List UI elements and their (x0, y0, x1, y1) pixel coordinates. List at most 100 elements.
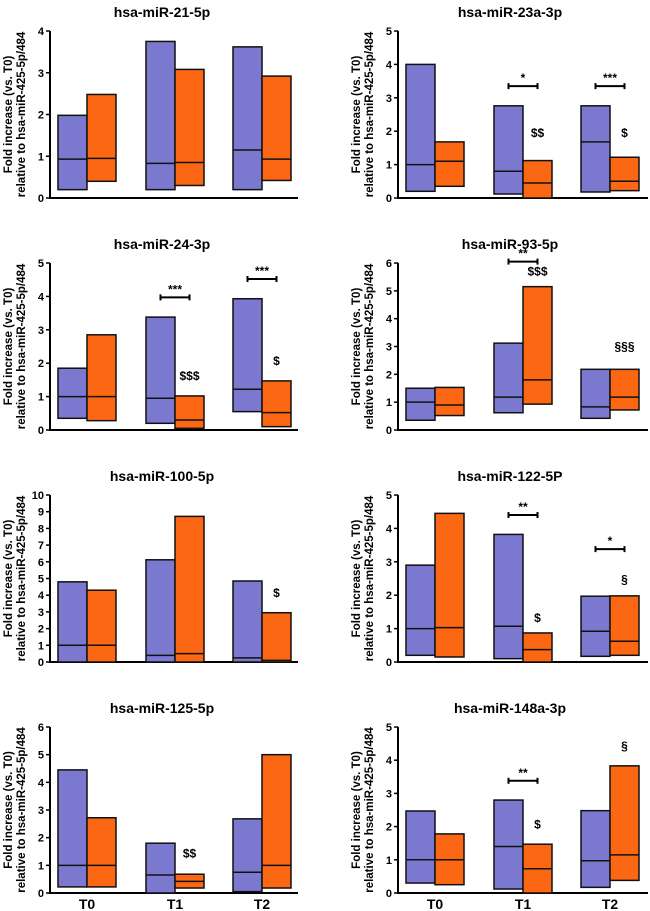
y-tick-label: 5 (38, 258, 44, 270)
y-axis-label-line1: Fold increase (vs. T0) (3, 751, 15, 869)
y-axis-label-line2: relative to hsa-miR-425-5p/484 (364, 263, 376, 429)
significance-stars: *** (603, 71, 617, 85)
box-group_a-T0 (405, 63, 436, 193)
y-tick-label: 2 (386, 369, 392, 381)
box-group_b-T2 (261, 380, 292, 428)
significance-symbol: $$$ (527, 265, 547, 279)
significance-symbol: § (621, 573, 628, 587)
x-category-label: T0 (79, 896, 96, 911)
significance-stars: ** (518, 247, 528, 261)
box-group_b-T2 (261, 611, 292, 663)
y-tick-label: 2 (38, 833, 44, 845)
y-axis-label-line1: Fold increase (vs. T0) (351, 520, 363, 638)
y-tick-label: 3 (386, 93, 392, 105)
box-group_a-T0 (405, 387, 436, 422)
y-tick-label: 1 (386, 855, 392, 867)
y-axis-label-line1: Fold increase (vs. T0) (3, 288, 15, 406)
significance-symbol: §§§ (614, 340, 634, 354)
y-tick-label: 7 (38, 540, 44, 552)
y-tick-label: 6 (386, 258, 392, 270)
box-group_a-T1 (493, 105, 524, 195)
y-tick-label: 3 (38, 805, 44, 817)
panel-title: hsa-miR-23a-3p (458, 4, 562, 20)
y-tick-label: 0 (386, 657, 392, 669)
x-category-label: T2 (602, 896, 619, 911)
box-group_b-T0 (434, 512, 465, 658)
box-group_b-T2 (261, 75, 292, 182)
y-tick-label: 2 (38, 358, 44, 370)
y-tick-label: 3 (38, 68, 44, 80)
box-group_b-T1 (522, 632, 553, 663)
box-group_a-T2 (232, 46, 263, 191)
box-group_b-T1 (522, 159, 553, 199)
significance-symbol: $$ (531, 126, 545, 140)
significance-symbol: $ (273, 354, 280, 368)
y-tick-label: 8 (38, 523, 44, 535)
x-category-label: T0 (427, 896, 444, 911)
box-group_a-T0 (57, 114, 88, 191)
y-tick-label: 4 (38, 26, 45, 38)
y-tick-label: 4 (38, 777, 45, 789)
y-axis-label-line2: relative to hsa-miR-425-5p/484 (16, 495, 28, 661)
panel-mir-93-5p: hsa-miR-93-5p Fold increase (vs. T0) rel… (351, 236, 648, 437)
y-tick-label: 2 (38, 624, 44, 636)
y-tick-label: 0 (38, 193, 44, 205)
box-group_a-T2 (580, 105, 611, 193)
y-tick-label: 5 (386, 286, 392, 298)
y-tick-label: 1 (386, 624, 392, 636)
box-group_a-T1 (145, 40, 176, 191)
y-tick-label: 6 (38, 557, 44, 569)
significance-stars: *** (168, 282, 182, 296)
box-group_a-T0 (57, 769, 88, 888)
panel-title: hsa-miR-148a-3p (454, 700, 566, 716)
y-tick-label: 0 (38, 657, 44, 669)
y-tick-label: 4 (386, 523, 393, 535)
y-tick-label: 1 (38, 640, 44, 652)
box-group_b-T0 (86, 589, 117, 663)
y-tick-label: 2 (386, 822, 392, 834)
box-group_b-T0 (86, 816, 117, 888)
box-group_b-T2 (609, 595, 640, 657)
box-group_a-T2 (232, 818, 263, 893)
significance-symbol: $ (273, 586, 280, 600)
panel-title: hsa-miR-93-5p (462, 236, 558, 252)
box-group_b-T1 (522, 285, 553, 405)
y-axis-label-line2: relative to hsa-miR-425-5p/484 (16, 31, 28, 197)
y-tick-label: 1 (38, 392, 44, 404)
box-group_b-T2 (609, 368, 640, 411)
box-group_a-T2 (580, 368, 611, 420)
y-axis-label-line2: relative to hsa-miR-425-5p/484 (364, 31, 376, 197)
significance-symbol: § (621, 739, 628, 753)
y-tick-label: 3 (38, 325, 44, 337)
box-group_a-T2 (232, 297, 263, 413)
box-group_b-T1 (174, 395, 205, 430)
significance-stars: *** (255, 264, 269, 278)
panel-mir-23a-3p: hsa-miR-23a-3p Fold increase (vs. T0) re… (351, 4, 648, 205)
box-group_b-T0 (86, 93, 117, 183)
box-group_b-T0 (434, 141, 465, 188)
y-axis-label-line2: relative to hsa-miR-425-5p/484 (364, 495, 376, 661)
box-group_a-T1 (145, 559, 176, 663)
significance-stars: * (521, 71, 526, 85)
y-tick-label: 4 (386, 59, 393, 71)
y-axis-label-line1: Fold increase (vs. T0) (3, 520, 15, 638)
y-tick-label: 3 (38, 607, 44, 619)
panel-mir-24-3p: hsa-miR-24-3p Fold increase (vs. T0) rel… (3, 236, 298, 437)
y-tick-label: 4 (386, 755, 393, 767)
y-tick-label: 2 (386, 126, 392, 138)
box-group_b-T1 (174, 68, 205, 187)
y-tick-label: 5 (386, 722, 392, 734)
significance-symbol: $$ (183, 847, 197, 861)
y-tick-label: 1 (38, 860, 44, 872)
significance-symbol: $ (534, 817, 541, 831)
x-category-label: T1 (167, 896, 184, 911)
y-tick-label: 9 (38, 507, 44, 519)
box-group_a-T0 (57, 367, 88, 420)
box-group_a-T1 (493, 342, 524, 414)
panel-mir-100-5p: hsa-miR-100-5p Fold increase (vs. T0) re… (3, 468, 298, 669)
y-tick-label: 5 (38, 750, 44, 762)
y-tick-label: 1 (386, 160, 392, 172)
y-axis-label-line1: Fold increase (vs. T0) (3, 56, 15, 174)
y-tick-label: 3 (386, 342, 392, 354)
